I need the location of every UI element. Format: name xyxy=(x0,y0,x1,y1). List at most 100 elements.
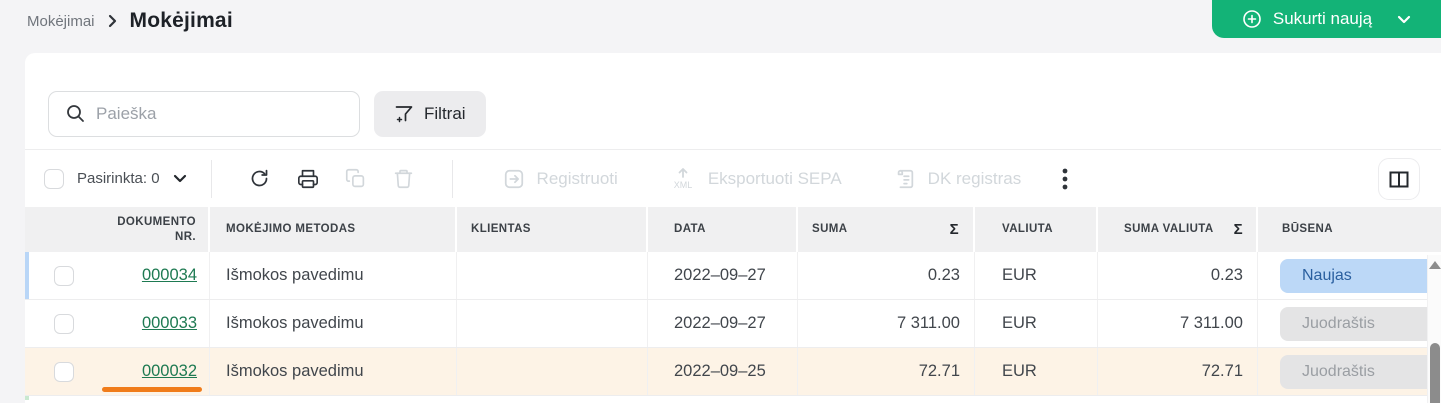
doc-nr-cell: 000033 xyxy=(105,300,210,347)
search-box[interactable] xyxy=(48,90,360,137)
client-cell xyxy=(457,300,648,347)
refresh-icon xyxy=(251,169,268,187)
column-settings-button[interactable] xyxy=(1378,158,1420,200)
client-cell xyxy=(457,348,648,395)
search-icon xyxy=(66,104,85,123)
header-data[interactable]: DATA xyxy=(648,207,798,252)
filter-plus-icon xyxy=(394,104,414,124)
doc-nr-link[interactable]: 000033 xyxy=(141,314,197,332)
doc-nr-cell: 000032 xyxy=(102,348,210,395)
register-button[interactable]: Registruoti xyxy=(503,168,618,190)
sum-cell: 7 311.00 xyxy=(798,300,975,347)
columns-icon xyxy=(1389,171,1409,187)
date-cell: 2022–09–25 xyxy=(648,348,798,395)
method-cell: Išmokos pavedimu xyxy=(210,348,457,395)
chevron-down-icon xyxy=(173,174,186,183)
export-sepa-label: Eksportuoti SEPA xyxy=(707,168,842,188)
annotation-underline xyxy=(102,387,202,392)
filters-button[interactable]: Filtrai xyxy=(374,90,486,137)
row-accent-blue xyxy=(25,252,29,299)
chevron-down-icon xyxy=(1397,15,1411,24)
more-actions-button[interactable] xyxy=(1061,167,1069,191)
table-row[interactable]: 000033 Išmokos pavedimu 2022–09–27 7 311… xyxy=(25,300,1441,348)
toolbar-divider xyxy=(451,159,453,198)
copy-button[interactable] xyxy=(345,168,367,190)
delete-button[interactable] xyxy=(393,168,415,190)
row-checkbox-cell xyxy=(25,300,105,347)
svg-text:XML: XML xyxy=(674,180,693,190)
table-row[interactable]: 000034 Išmokos pavedimu 2022–09–27 0.23 … xyxy=(25,252,1441,300)
toolbar-divider xyxy=(210,159,212,198)
kebab-menu-icon xyxy=(1062,168,1068,189)
status-badge[interactable]: Juodraštis xyxy=(1280,306,1436,341)
header-checkbox-column xyxy=(25,207,105,252)
row-checkbox[interactable] xyxy=(54,265,74,286)
table-toolbar: Pasirinkta: 0 Registruoti XML xyxy=(25,150,1441,207)
search-filter-bar: Filtrai xyxy=(25,53,1441,150)
print-button[interactable] xyxy=(297,168,319,190)
register-label: Registruoti xyxy=(536,168,618,188)
table-row[interactable] xyxy=(25,396,1441,400)
copy-icon xyxy=(345,168,365,188)
sum-cell: 72.71 xyxy=(798,348,975,395)
breadcrumb: Mokėjimai Mokėjimai xyxy=(27,9,233,33)
date-cell: 2022–09–27 xyxy=(648,252,798,299)
select-all-group[interactable]: Pasirinkta: 0 xyxy=(44,168,187,189)
status-cell: Juodraštis xyxy=(1258,348,1441,395)
create-new-button[interactable]: Sukurti naują xyxy=(1212,0,1441,38)
search-input[interactable] xyxy=(96,103,347,124)
plus-circle-icon xyxy=(1242,9,1262,29)
trash-icon xyxy=(394,169,413,189)
table-row[interactable]: 000032 Išmokos pavedimu 2022–09–25 72.71… xyxy=(25,348,1441,396)
selected-count-label: Pasirinkta: 0 xyxy=(77,170,160,187)
header-suma-valiuta[interactable]: SUMA VALIUTA Σ xyxy=(1098,207,1258,252)
row-checkbox-cell xyxy=(25,348,105,395)
header-dokumento-nr[interactable]: DOKUMENTO NR. xyxy=(105,207,210,252)
export-sepa-button[interactable]: XML Eksportuoti SEPA xyxy=(670,167,842,191)
currency-cell: EUR xyxy=(975,348,1098,395)
breadcrumb-parent[interactable]: Mokėjimai xyxy=(27,12,95,30)
status-badge[interactable]: Naujas xyxy=(1280,258,1436,293)
sum-sigma-icon[interactable]: Σ xyxy=(949,220,959,238)
dk-register-label: DK registras xyxy=(927,168,1022,188)
header-mokejimo-metodas[interactable]: MOKĖJIMO METODAS xyxy=(210,207,457,252)
scrollbar-thumb[interactable] xyxy=(1430,343,1440,403)
row-accent-green xyxy=(25,396,29,400)
sum-currency-cell: 7 311.00 xyxy=(1098,300,1258,347)
scroll-up-icon[interactable] xyxy=(1428,261,1441,269)
vertical-scrollbar[interactable] xyxy=(1427,255,1441,403)
row-checkbox[interactable] xyxy=(54,313,74,334)
select-all-checkbox[interactable] xyxy=(44,168,64,189)
header-valiuta[interactable]: VALIUTA xyxy=(975,207,1098,252)
sum-sigma-icon[interactable]: Σ xyxy=(1233,220,1243,238)
header-klientas[interactable]: KLIENTAS xyxy=(457,207,648,252)
status-badge[interactable]: Juodraštis xyxy=(1280,354,1436,389)
register-icon xyxy=(504,169,523,188)
xml-upload-icon: XML xyxy=(674,167,693,190)
row-checkbox[interactable] xyxy=(54,361,74,382)
content-card: Filtrai Pasirinkta: 0 xyxy=(25,53,1441,403)
header-suma-label: SUMA xyxy=(812,223,848,236)
sum-currency-cell: 0.23 xyxy=(1098,252,1258,299)
refresh-button[interactable] xyxy=(249,168,271,190)
create-new-label: Sukurti naują xyxy=(1272,9,1373,28)
dk-register-button[interactable]: DK registras xyxy=(894,168,1022,190)
currency-cell: EUR xyxy=(975,300,1098,347)
sum-currency-cell: 72.71 xyxy=(1098,348,1258,395)
doc-nr-link[interactable]: 000032 xyxy=(141,362,197,380)
doc-nr-link[interactable]: 000034 xyxy=(141,266,197,284)
method-cell: Išmokos pavedimu xyxy=(210,252,457,299)
printer-icon xyxy=(297,169,318,188)
header-busena[interactable]: BŪSENA xyxy=(1282,223,1333,236)
page-title: Mokėjimai xyxy=(129,9,233,32)
table-header: DOKUMENTO NR. MOKĖJIMO METODAS KLIENTAS … xyxy=(25,207,1441,252)
client-cell xyxy=(457,252,648,299)
sum-cell: 0.23 xyxy=(798,252,975,299)
header-suma-valiuta-label: SUMA VALIUTA xyxy=(1124,223,1214,236)
header-suma[interactable]: SUMA Σ xyxy=(798,207,975,252)
status-cell: Naujas xyxy=(1258,252,1441,299)
doc-nr-cell: 000034 xyxy=(105,252,210,299)
filters-label: Filtrai xyxy=(424,103,466,123)
row-checkbox-cell xyxy=(25,252,105,299)
